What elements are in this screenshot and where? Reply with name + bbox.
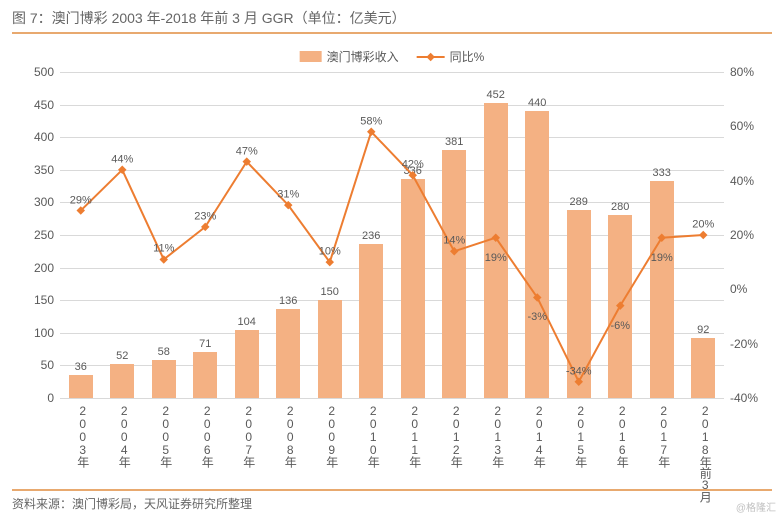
y1-tick-label: 150 (34, 293, 54, 307)
x-tick-label: 2004年 (116, 404, 133, 467)
line-value-label: 19% (485, 252, 507, 264)
line-value-label: -34% (566, 365, 592, 377)
line-marker (450, 247, 458, 255)
line-value-label: 42% (402, 159, 424, 171)
line-value-label: 19% (651, 252, 673, 264)
line-layer (60, 72, 724, 398)
y1-tick-label: 0 (47, 391, 54, 405)
line-value-label: 23% (194, 210, 216, 222)
y1-tick-label: 300 (34, 195, 54, 209)
y1-tick-label: 100 (34, 326, 54, 340)
line-value-label: 58% (360, 115, 382, 127)
y2-tick-label: 0% (730, 282, 747, 296)
y2-tick-label: -40% (730, 391, 758, 405)
line-value-label: 47% (236, 145, 258, 157)
footer: 资料来源：澳门博彩局，天风证券研究所整理 (0, 483, 784, 520)
x-tick-label: 2006年 (199, 404, 216, 467)
line-value-label: -3% (527, 311, 547, 323)
chart-area: 澳门博彩收入 同比% 05010015020025030035040045050… (12, 42, 772, 472)
y2-tick-label: -20% (730, 337, 758, 351)
line-series (81, 132, 704, 382)
gridline (60, 398, 724, 399)
y2-tick-label: 20% (730, 228, 754, 242)
footer-line (12, 489, 772, 491)
title-bar: 图 7：澳门博彩 2003 年-2018 年前 3 月 GGR（单位：亿美元） (0, 0, 784, 38)
line-value-label: -6% (610, 320, 630, 332)
x-tick-label: 2011年 (407, 404, 424, 467)
y2-tick-label: 40% (730, 174, 754, 188)
legend-line: 同比% (417, 48, 485, 65)
watermark: @格隆汇 (736, 499, 776, 514)
legend-line-swatch (417, 56, 445, 58)
x-tick-label: 2013年 (490, 404, 507, 467)
line-marker (575, 377, 583, 385)
x-tick-label: 2003年 (75, 404, 92, 467)
x-tick-label: 2014年 (531, 404, 548, 467)
y1-tick-label: 400 (34, 130, 54, 144)
y1-tick-label: 500 (34, 65, 54, 79)
x-tick-label: 2016年 (614, 404, 631, 467)
y1-tick-label: 450 (34, 98, 54, 112)
line-value-label: 31% (277, 189, 299, 201)
line-value-label: 14% (443, 235, 465, 247)
line-value-label: 20% (692, 219, 714, 231)
x-tick-label: 2005年 (158, 404, 175, 467)
x-tick-label: 2008年 (282, 404, 299, 467)
line-value-label: 29% (70, 194, 92, 206)
plot-area: 050100150200250300350400450500-40%-20%0%… (60, 72, 724, 398)
x-tick-label: 2007年 (241, 404, 258, 467)
chart-title: 图 7：澳门博彩 2003 年-2018 年前 3 月 GGR（单位：亿美元） (12, 8, 772, 28)
y2-tick-label: 60% (730, 119, 754, 133)
legend-bar: 澳门博彩收入 (300, 48, 399, 65)
legend-bar-swatch (300, 51, 322, 62)
line-marker (699, 231, 707, 239)
y1-tick-label: 350 (34, 163, 54, 177)
line-value-label: 10% (319, 246, 341, 258)
x-tick-label: 2017年 (656, 404, 673, 467)
line-value-label: 44% (111, 153, 133, 165)
title-underline (12, 32, 772, 34)
legend-bar-label: 澳门博彩收入 (327, 48, 399, 65)
legend-line-label: 同比% (450, 48, 485, 65)
source-text: 资料来源：澳门博彩局，天风证券研究所整理 (12, 495, 772, 512)
line-value-label: 11% (153, 243, 174, 255)
x-tick-label: 2010年 (365, 404, 382, 467)
legend: 澳门博彩收入 同比% (300, 48, 485, 65)
x-tick-label: 2012年 (448, 404, 465, 467)
x-tick-label: 2015年 (573, 404, 590, 467)
x-tick-label: 2009年 (324, 404, 341, 467)
y1-tick-label: 200 (34, 261, 54, 275)
y1-tick-label: 50 (41, 358, 54, 372)
y1-tick-label: 250 (34, 228, 54, 242)
y2-tick-label: 80% (730, 65, 754, 79)
